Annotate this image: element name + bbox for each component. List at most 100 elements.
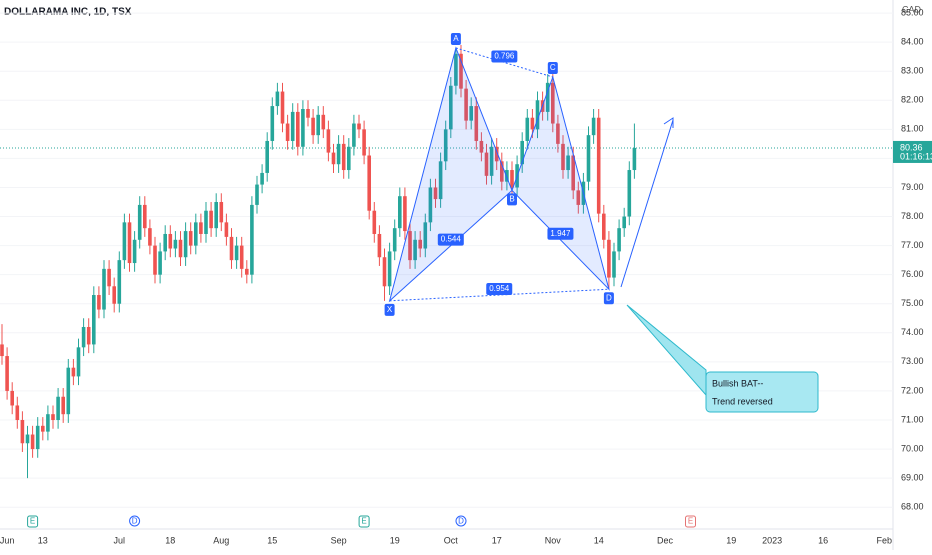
candle-body [92,295,96,345]
candle-body [158,251,162,275]
candle-body [219,202,224,223]
pattern-triangle [511,75,610,291]
pattern-point [603,292,614,305]
candle-body [183,231,188,258]
ratio-label: 1.947 [550,229,571,238]
candle-body [245,268,249,275]
point-label: B [509,194,514,203]
candle-body [15,405,20,421]
y-tick-label: 68.00 [901,502,924,512]
ratio-box [486,283,513,296]
candle-body [204,210,208,234]
candle-body [56,396,60,421]
candle-body [571,155,575,191]
x-tick-label: Jun [0,535,14,545]
candle-body [479,140,484,153]
ratio-label: 0.954 [489,284,510,293]
ratio-box [491,50,518,63]
candle-body [362,129,366,156]
candle-body [148,228,152,246]
candle-body [341,143,346,171]
candle-body [367,155,371,211]
candle-body [102,268,106,310]
candle-body [336,143,341,165]
candle-body [10,390,14,406]
event-marker [129,515,141,527]
currency: CAD [902,4,922,14]
pattern-point [450,32,461,45]
x-tick-label: Sep [331,535,347,545]
y-tick-label: 75.00 [901,298,924,308]
candle-body [311,117,315,136]
y-tick-label: 78.00 [901,211,924,221]
point-label: C [550,63,556,72]
x-tick-label: 17 [492,535,502,545]
pattern-point [507,193,517,206]
candle-body [321,114,326,130]
candle-body [239,245,244,269]
x-tick-label: 18 [165,535,175,545]
ratio-box [547,227,574,240]
x-tick-label: 15 [267,535,277,545]
candle-body [66,367,71,415]
candle-body [127,222,132,264]
candle-body [61,396,65,415]
candle-body [25,434,30,444]
candle-body [188,231,193,246]
candle-body [326,129,331,153]
candle-body [199,222,203,234]
candle-body [433,187,438,200]
candle-body [566,155,570,171]
candle-body [163,233,167,252]
x-tick-label: 2023 [762,535,782,545]
candle-body [234,245,239,261]
candle-body [41,425,45,432]
candle-body [250,204,254,275]
y-tick-label: 83.00 [901,66,924,76]
candle-body [617,228,621,252]
candle-body [525,117,530,141]
candle-body [510,170,514,188]
y-tick-label: 84.00 [901,37,924,47]
candle-body [35,425,40,450]
candle-body [265,140,269,173]
y-tick-label: 76.00 [901,269,924,279]
point-label: X [387,305,393,314]
candle-body [500,161,504,182]
candle-body [280,91,285,124]
candle-body [474,106,479,141]
event-label: E [30,517,35,526]
y-tick-label: 71.00 [901,414,924,424]
candles [0,45,637,479]
candle-body [586,135,591,182]
pattern-ratio-line [455,47,553,78]
ratio-box [437,233,464,246]
candle-body [76,347,81,377]
candle-body [556,123,560,144]
candle-body [551,82,555,124]
candle-body [209,210,213,229]
event-marker [27,515,39,528]
y-tick-label: 77.00 [901,240,924,250]
x-tick-label: 19 [390,535,400,545]
candle-body [51,414,55,421]
candle-body [382,257,387,287]
candle-body [612,251,616,278]
candle-body [464,88,468,121]
axes: 68.00 69.00 70.00 71.00 72.00 73.00 74.00 75.00… [0,7,932,545]
candle-body [418,239,422,249]
candle-body [469,106,473,121]
projection-arrow [620,117,674,288]
candle-body [71,367,76,377]
candle-body [530,117,535,130]
y-tick-label: 79.00 [901,182,924,192]
candle-body [20,420,25,444]
candle-body [270,106,275,141]
grid [0,12,893,508]
event-label: E [361,517,366,526]
candle-body [153,245,157,275]
candle-body [505,170,509,182]
y-tick-label: 74.00 [901,327,924,337]
candle-body [214,202,218,229]
candle-body [627,170,632,217]
